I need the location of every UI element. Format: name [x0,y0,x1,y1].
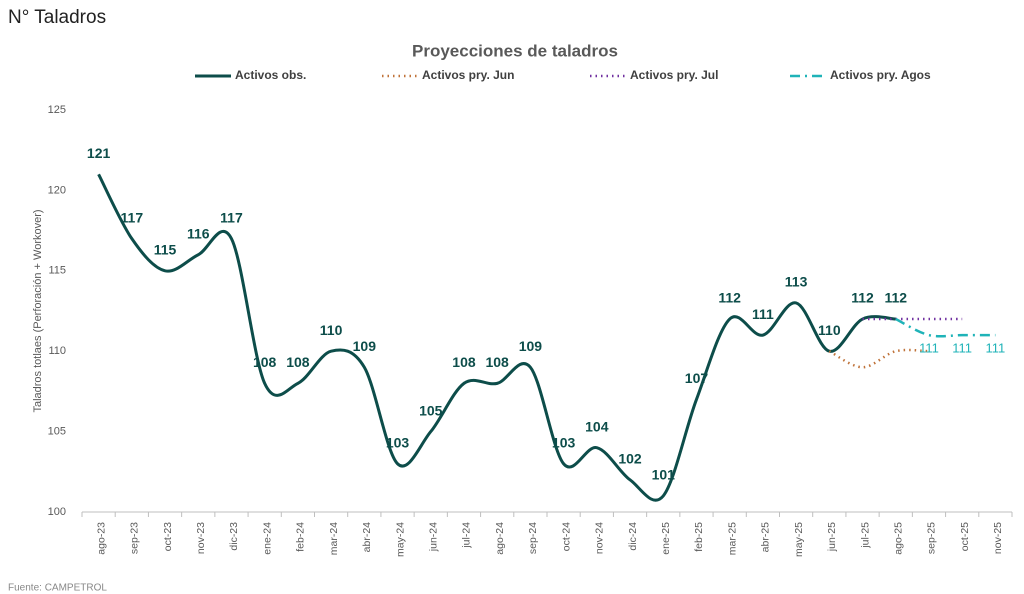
data-label: 111 [986,341,1006,356]
x-tick-label: feb-25 [693,522,705,552]
x-tick-label: mar-25 [726,522,738,555]
data-label: 109 [353,338,377,354]
x-tick-label: jul-24 [461,522,473,549]
data-label: 111 [919,341,939,356]
series-line [97,173,896,502]
x-tick-label: dic-23 [228,522,240,551]
data-label: 116 [187,225,210,241]
y-tick-label: 105 [48,426,66,438]
data-label: 113 [785,274,808,290]
x-tick-label: jun-24 [428,522,440,552]
data-label: 101 [652,467,676,483]
x-tick-label: nov-23 [195,522,207,554]
x-tick-label: oct-25 [959,522,971,551]
data-label: 104 [585,418,609,434]
data-label: 108 [253,354,277,370]
data-label: 117 [121,209,144,225]
x-tick-label: jul-25 [859,522,871,549]
data-label: 111 [952,341,972,356]
y-tick-label: 110 [48,345,66,357]
y-tick-label: 125 [48,104,66,116]
series-line [828,348,930,369]
data-label: 109 [519,338,543,354]
x-tick-label: sep-23 [129,522,141,554]
source-note: Fuente: CAMPETROL [8,583,107,594]
x-tick-label: ago-23 [95,522,107,555]
legend-label: Activos obs. [235,68,306,82]
y-tick-label: 120 [48,184,66,196]
x-tick-label: sep-25 [926,522,938,554]
x-tick-label: abr-24 [361,522,373,553]
x-tick-label: feb-24 [295,522,307,552]
x-tick-label: ago-25 [893,522,905,555]
x-tick-label: may-25 [793,522,805,557]
data-label: 112 [884,290,907,306]
chart-title: Proyecciones de taladros [412,41,618,60]
x-tick-label: jun-25 [826,522,838,552]
y-tick-label: 115 [48,265,66,277]
x-tick-label: oct-24 [560,522,572,551]
data-label: 110 [818,322,841,338]
x-tick-label: nov-24 [594,522,606,554]
page-title: N° Taladros [8,7,106,28]
x-tick-label: mar-24 [328,522,340,555]
data-label: 112 [851,290,874,306]
data-label: 112 [718,290,741,306]
data-label: 110 [320,322,343,338]
data-label: 115 [154,242,177,258]
y-tick-label: 100 [48,506,66,518]
legend-label: Activos pry. Jun [422,68,514,82]
x-tick-label: abr-25 [760,522,772,553]
data-label: 117 [220,209,243,225]
x-tick-label: ene-25 [660,522,672,555]
x-tick-label: may-24 [394,522,406,557]
x-tick-label: ago-24 [494,522,506,555]
legend-label: Activos pry. Jul [630,68,718,82]
data-label: 103 [386,434,410,450]
data-label: 121 [87,145,111,161]
data-label: 102 [618,451,642,467]
series-line [895,317,996,338]
y-axis-title: Taladros totlaes (Perforación + Workover… [32,209,44,412]
data-label: 108 [286,354,310,370]
data-label: 108 [485,354,509,370]
legend-label: Activos pry. Agos [830,68,931,82]
x-tick-label: ene-24 [261,522,273,555]
data-label: 107 [685,370,709,386]
x-tick-label: nov-25 [992,522,1004,554]
x-tick-label: sep-24 [527,522,539,554]
data-label: 108 [452,354,476,370]
x-tick-label: oct-23 [162,522,174,551]
x-tick-label: dic-24 [627,522,639,551]
data-label: 103 [552,434,576,450]
data-label: 111 [752,306,774,322]
data-label: 105 [419,402,443,418]
